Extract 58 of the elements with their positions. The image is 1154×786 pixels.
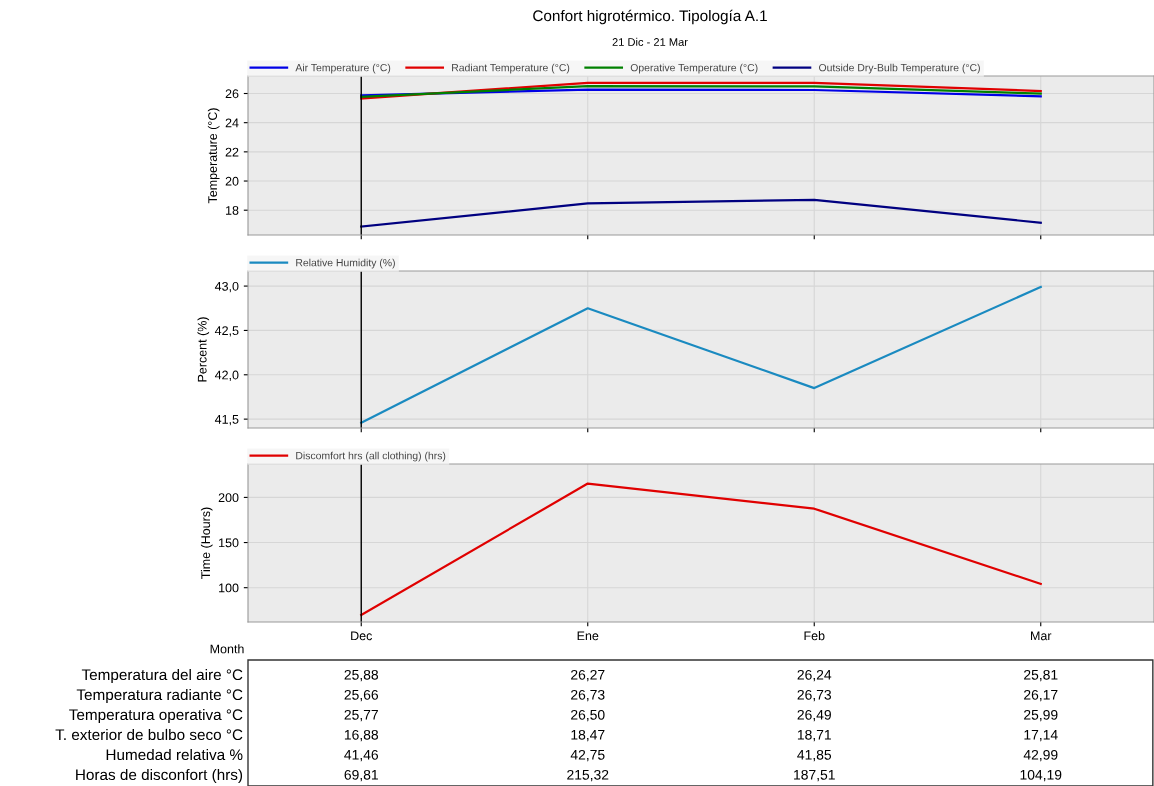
data-label: 18,47	[571, 729, 605, 742]
x-axis-title: Month	[210, 644, 244, 654]
data-label: 215,32	[567, 769, 609, 782]
data-label: 17,14	[1024, 730, 1058, 742]
data-label: 26,17	[1024, 689, 1058, 702]
legend-label: Outside Dry-Bulb Temperature (°C)	[819, 63, 980, 74]
data-label: 42,75	[570, 749, 605, 762]
data-label: 42,99	[1023, 749, 1058, 762]
legend-label: Operative Temperature (°C)	[630, 63, 758, 74]
data-label: 104,19	[1020, 769, 1062, 782]
y-tick-label: 42,5	[214, 326, 239, 337]
data-label: 18,71	[797, 729, 831, 742]
text: Temperatura del aire °C	[81, 668, 243, 684]
data-label: 25,66	[344, 689, 379, 702]
text: Temperatura radiante °C	[76, 688, 243, 704]
data-label: 26,24	[797, 669, 832, 682]
x-tick-label: Dec	[351, 631, 373, 641]
y-tick-label: 42,0	[214, 370, 239, 381]
chart-title: Confort higrotérmico. Tipología A.1	[533, 9, 767, 25]
data-label: 26,73	[797, 689, 832, 702]
data-label: 187,51	[794, 769, 835, 782]
data-label: 25,99	[1024, 709, 1058, 722]
y-tick-label: 100	[219, 583, 239, 593]
legend-label: Discomfort hrs (all clothing) (hrs)	[296, 451, 446, 462]
chart-subtitle: 21 Dic - 21 Mar	[612, 37, 688, 46]
text: Horas de disconfort (hrs)	[76, 768, 243, 784]
text: T. exterior de bulbo seco °C	[55, 728, 243, 741]
text: Temperatura operativa °C	[69, 708, 243, 724]
y-axis-title: Percent (%)	[197, 317, 210, 382]
data-label: 41,85	[797, 749, 832, 762]
y-axis-title: Time (Hours)	[200, 507, 213, 579]
y-tick-label: 20	[225, 176, 239, 186]
legend-label: Relative Humidity (%)	[296, 258, 395, 269]
y-tick-label: 200	[218, 493, 239, 503]
y-tick-label: 43,0	[214, 281, 239, 293]
data-label: 41,46	[344, 749, 379, 762]
data-label: 69,81	[344, 769, 378, 782]
y-tick-label: 150	[219, 538, 239, 548]
y-axis-title: Temperature (°C)	[207, 108, 220, 204]
y-tick-label: 24	[225, 118, 239, 128]
legend-label: Air Temperature (°C)	[295, 63, 391, 74]
x-tick-label: Feb	[804, 631, 825, 641]
data-label: 26,50	[571, 709, 605, 722]
data-label: 16,88	[344, 729, 379, 742]
x-tick-label: Ene	[577, 631, 599, 641]
data-label: 26,73	[571, 689, 605, 702]
legend-label: Radiant Temperature (°C)	[452, 63, 570, 74]
data-label: 26,49	[797, 709, 831, 722]
data-label: 25,88	[344, 669, 379, 682]
y-tick-label: 26	[225, 89, 239, 99]
data-label: 26,27	[571, 669, 605, 682]
data-label: 25,77	[344, 709, 378, 722]
data-label: 25,81	[1024, 669, 1058, 682]
text: Humedad relativa %	[106, 748, 243, 761]
y-tick-label: 22	[225, 147, 239, 157]
y-tick-label: 41,5	[214, 415, 239, 426]
y-tick-label: 18	[226, 206, 239, 215]
x-tick-label: Mar	[1031, 631, 1052, 641]
